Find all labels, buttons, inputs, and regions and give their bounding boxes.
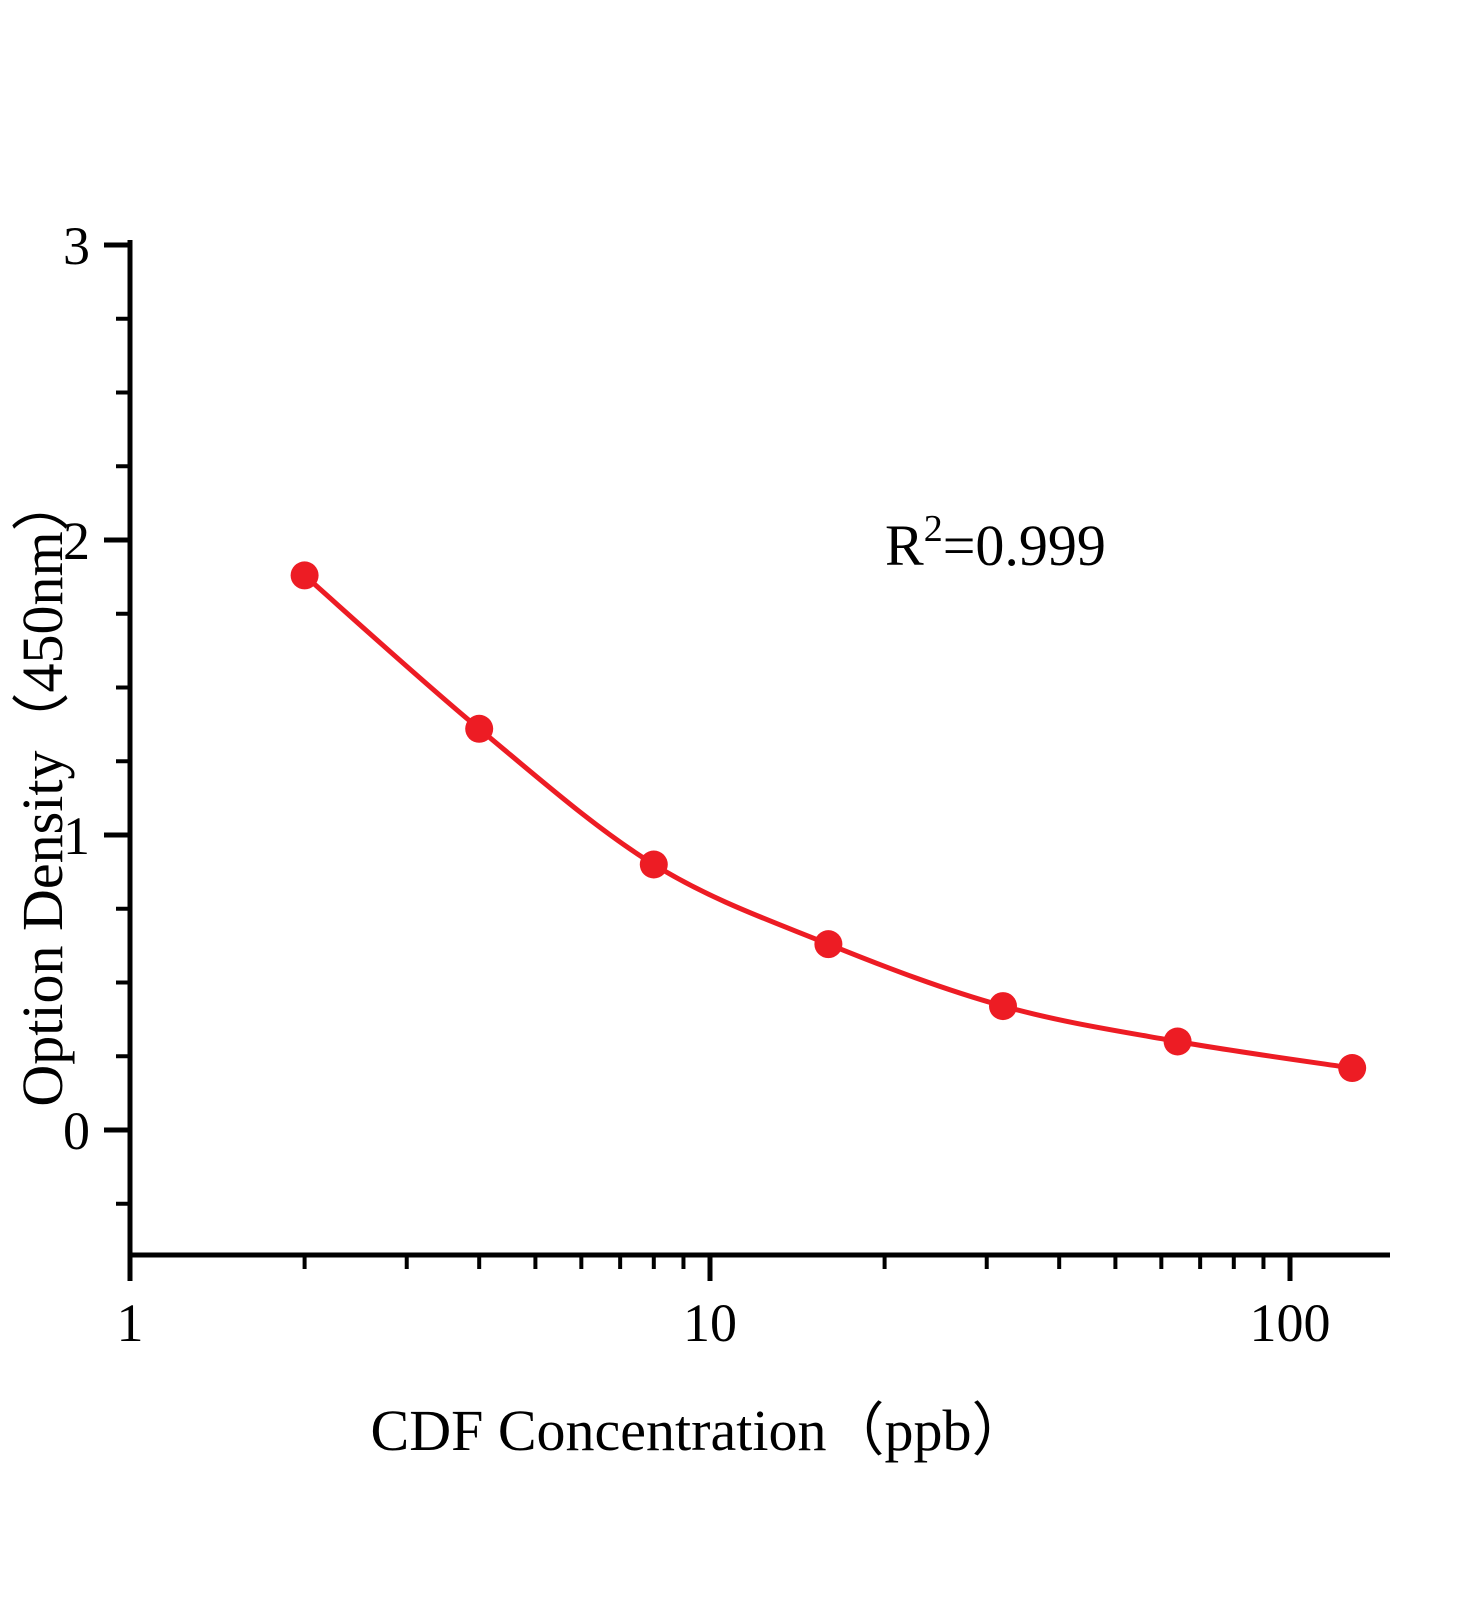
data-point [988,992,1017,1021]
data-point [814,930,843,959]
data-point [290,561,319,590]
data-point [639,850,668,879]
x-tick-label: 10 [683,1293,737,1353]
data-point [465,714,494,743]
r-squared-annotation: R2=0.999 [885,508,1106,578]
fit-curve [302,572,1355,1071]
x-axis-title: CDF Concentration（ppb） [371,1398,1030,1463]
y-tick-label: 1 [63,806,90,866]
y-tick-label: 0 [63,1101,90,1161]
y-tick-label: 2 [63,511,90,571]
data-point [1163,1027,1192,1056]
x-tick-label: 1 [117,1293,144,1353]
y-tick-label: 3 [63,216,90,276]
data-point [1338,1054,1367,1083]
y-axis-title: Option Density（450nm） [10,473,75,1106]
x-tick-label: 100 [1250,1293,1331,1353]
